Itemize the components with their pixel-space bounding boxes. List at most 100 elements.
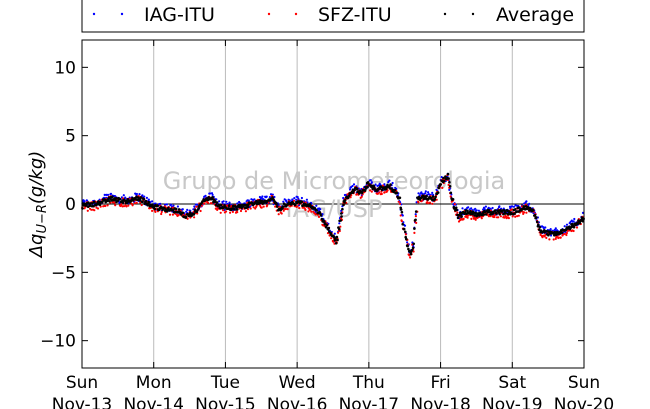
data-point — [370, 181, 373, 184]
data-point — [258, 201, 262, 204]
data-point — [260, 206, 263, 209]
data-point — [96, 207, 100, 210]
data-point — [210, 192, 214, 195]
data-point — [514, 215, 517, 218]
data-point — [196, 203, 199, 206]
data-point — [123, 205, 126, 208]
data-point — [219, 211, 222, 214]
data-point — [523, 211, 526, 214]
data-point — [154, 210, 157, 213]
data-point — [277, 213, 280, 216]
data-point — [90, 208, 93, 211]
data-point — [240, 206, 243, 210]
data-point — [193, 216, 196, 219]
data-point — [222, 200, 225, 203]
data-point — [563, 225, 566, 228]
data-point — [280, 212, 283, 215]
data-point — [412, 242, 416, 246]
data-point — [284, 207, 287, 211]
data-point — [159, 202, 162, 205]
data-point — [446, 172, 450, 176]
data-point — [343, 201, 346, 204]
data-point — [114, 197, 118, 200]
data-point — [147, 200, 150, 204]
legend-item-average: Average — [443, 4, 574, 26]
data-point — [427, 202, 430, 205]
data-point — [360, 195, 363, 198]
data-point — [401, 214, 404, 217]
data-point — [493, 215, 496, 219]
data-point — [466, 216, 469, 219]
data-point — [273, 195, 276, 199]
data-point — [572, 225, 576, 229]
data-point — [407, 247, 410, 251]
data-point — [106, 193, 110, 196]
legend-label-average: Average — [496, 4, 574, 26]
data-point — [453, 203, 456, 206]
data-point — [228, 201, 231, 204]
data-point — [563, 232, 566, 235]
data-point — [537, 223, 540, 227]
data-point — [147, 198, 150, 201]
data-point — [339, 219, 343, 222]
data-point — [103, 193, 106, 196]
data-point — [389, 183, 392, 186]
data-point — [108, 200, 111, 203]
data-point — [225, 200, 228, 203]
data-point — [497, 216, 500, 219]
data-point — [239, 209, 243, 213]
data-point — [282, 200, 285, 203]
legend-box — [81, 0, 585, 33]
legend-item-sfz-itu: SFZ-ITU — [267, 4, 392, 26]
data-point — [336, 238, 339, 242]
data-point — [139, 196, 143, 199]
data-point — [269, 193, 273, 196]
data-point — [143, 195, 146, 198]
data-point — [428, 201, 432, 204]
data-point — [217, 204, 221, 207]
data-point — [544, 226, 547, 229]
data-point — [337, 231, 340, 234]
data-point — [378, 191, 381, 194]
data-point — [106, 204, 109, 207]
data-point — [552, 238, 555, 241]
data-point — [513, 208, 517, 211]
data-point — [93, 209, 96, 212]
data-point — [498, 205, 501, 208]
data-point — [449, 191, 453, 195]
x-axis: Sun Nov-13 Mon Nov-14 Tue Nov-15 Wed Nov-16 Thu N… — [52, 40, 614, 409]
data-point — [413, 231, 416, 234]
data-point — [399, 214, 402, 217]
data-point — [401, 222, 405, 226]
data-point — [231, 210, 234, 213]
data-point — [462, 217, 465, 220]
data-point — [274, 205, 277, 208]
data-point — [405, 237, 408, 241]
data-point — [204, 194, 207, 197]
data-point — [193, 205, 196, 208]
data-point — [211, 193, 214, 196]
data-point — [279, 208, 283, 212]
data-point — [363, 189, 367, 192]
data-point — [153, 207, 157, 211]
data-point — [338, 222, 341, 225]
data-point — [402, 227, 406, 231]
data-point — [360, 191, 364, 195]
data-point — [252, 206, 255, 209]
data-point — [192, 212, 196, 215]
data-point — [553, 234, 556, 237]
data-point — [383, 183, 386, 186]
data-point — [292, 199, 296, 202]
data-point — [436, 191, 440, 194]
data-point — [517, 206, 521, 209]
legend-label-sfz-itu: SFZ-ITU — [318, 4, 392, 26]
data-point — [346, 196, 350, 200]
data-point — [448, 185, 452, 188]
data-point — [442, 176, 445, 180]
data-point — [390, 187, 393, 190]
data-point — [133, 202, 136, 205]
data-point — [127, 204, 130, 207]
data-point — [309, 208, 312, 212]
data-point — [141, 194, 144, 197]
